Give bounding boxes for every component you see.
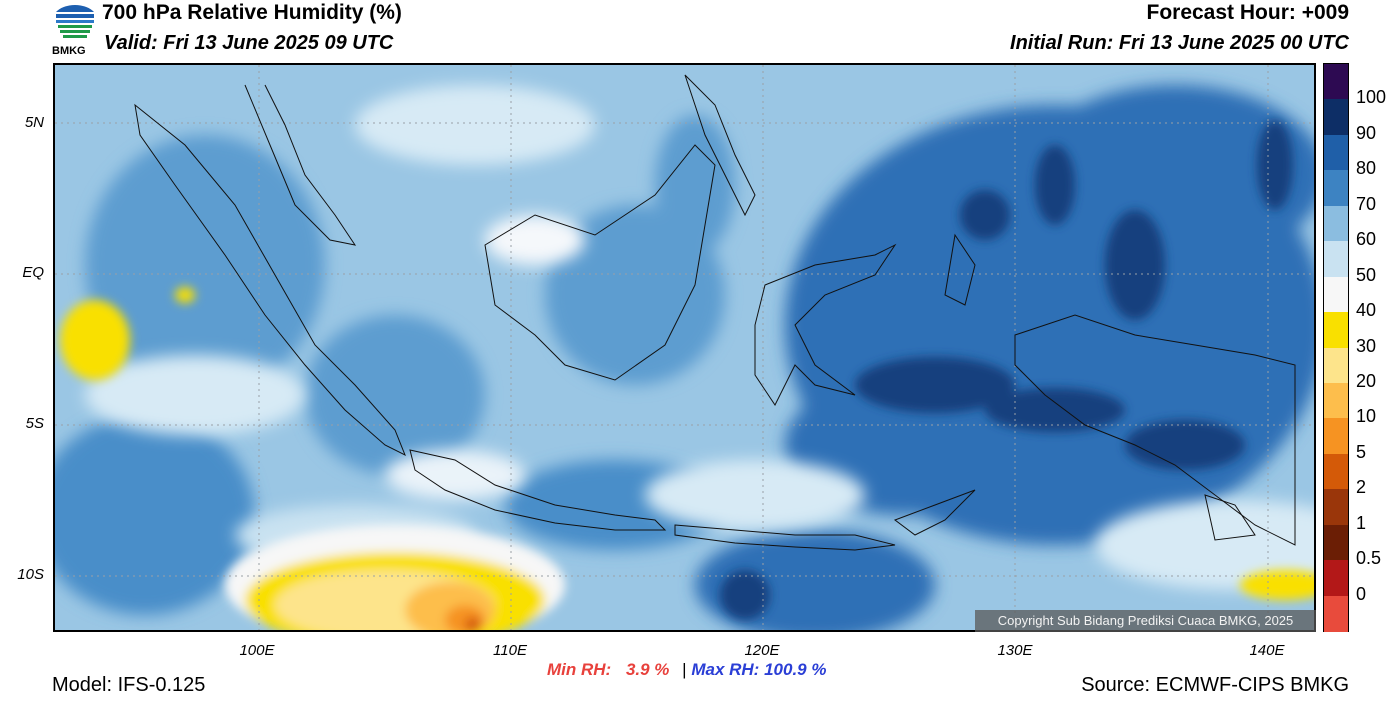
colorbar-segment — [1324, 382, 1348, 419]
colorbar-label: 5 — [1356, 441, 1367, 462]
copyright-notice: Copyright Sub Bidang Prediksi Cuaca BMKG… — [975, 610, 1316, 632]
colorbar-label: 50 — [1356, 264, 1377, 285]
max-rh-label: Max RH: — [691, 660, 760, 679]
min-rh-value: 3.9 % — [625, 660, 670, 679]
lat-label-10s: 10S — [17, 566, 44, 583]
humidity-field — [55, 65, 1314, 630]
colorbar — [1323, 63, 1349, 632]
colorbar-segment — [1324, 205, 1348, 242]
colorbar-segment — [1324, 134, 1348, 171]
lat-label-5n: 5N — [24, 114, 44, 131]
colorbar-label: 2 — [1356, 477, 1367, 498]
colorbar-label: 30 — [1356, 335, 1377, 356]
colorbar-segment — [1324, 453, 1348, 490]
colorbar-label: 1 — [1356, 512, 1367, 533]
colorbar-segment — [1324, 595, 1348, 632]
rh-stats: Min RH: 3.9 % | Max RH: 100.9 % — [547, 660, 826, 680]
lon-label-120e: 120E — [744, 642, 780, 659]
colorbar-segment — [1324, 170, 1348, 207]
colorbar-label: 40 — [1356, 300, 1377, 321]
colorbar-segment — [1324, 276, 1348, 313]
colorbar-label: 70 — [1356, 193, 1377, 214]
source-label: Source: ECMWF-CIPS BMKG — [1081, 674, 1349, 696]
colorbar-label: 100 — [1356, 87, 1387, 108]
colorbar-label: 0 — [1356, 583, 1367, 604]
colorbar-segment — [1324, 241, 1348, 278]
colorbar-segment — [1324, 312, 1348, 348]
min-rh-label: Min RH: — [547, 660, 612, 679]
chart-title: 700 hPa Relative Humidity (%) — [102, 1, 402, 24]
valid-time: Valid: Fri 13 June 2025 09 UTC — [104, 32, 394, 54]
colorbar-segment — [1324, 64, 1348, 100]
lat-label-eq: EQ — [22, 264, 44, 281]
colorbar-segment — [1324, 524, 1348, 561]
humidity-map — [53, 63, 1316, 632]
colorbar-segment — [1324, 347, 1348, 384]
colorbar-segment — [1324, 99, 1348, 136]
colorbar-label: 90 — [1356, 122, 1377, 143]
logo-text: BMKG — [52, 45, 86, 57]
bmkg-logo — [50, 0, 100, 60]
colorbar-label: 60 — [1356, 229, 1377, 250]
forecast-hour: Forecast Hour: +009 — [1146, 1, 1350, 24]
lon-label-130e: 130E — [997, 642, 1033, 659]
colorbar-segment — [1324, 560, 1348, 597]
model-label: Model: IFS-0.125 — [52, 674, 206, 696]
lon-label-100e: 100E — [239, 642, 275, 659]
lat-label-5s: 5S — [25, 415, 44, 432]
colorbar-label: 0.5 — [1356, 548, 1382, 569]
lon-label-140e: 140E — [1249, 642, 1285, 659]
colorbar-label: 20 — [1356, 370, 1377, 391]
stats-separator: | — [682, 660, 687, 679]
max-rh-value: 100.9 % — [764, 660, 827, 679]
colorbar-label: 80 — [1356, 158, 1377, 179]
colorbar-label: 10 — [1356, 406, 1377, 427]
colorbar-segment — [1324, 418, 1348, 455]
lon-label-110e: 110E — [493, 642, 527, 659]
initial-run: Initial Run: Fri 13 June 2025 00 UTC — [1010, 32, 1349, 54]
colorbar-segment — [1324, 489, 1348, 526]
